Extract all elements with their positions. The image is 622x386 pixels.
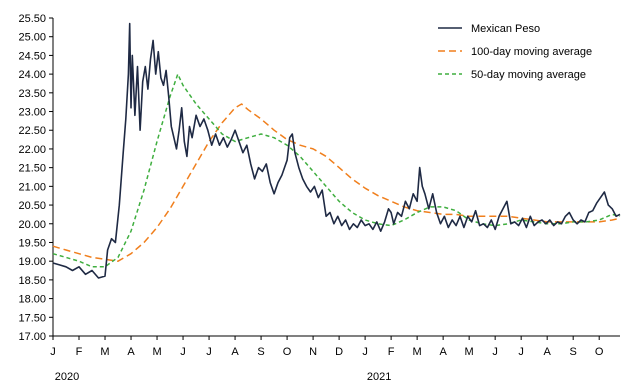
x-tick-label: J <box>50 346 56 358</box>
x-tick-label: J <box>362 346 368 358</box>
x-tick-label: J <box>518 346 524 358</box>
y-tick-label: 18.00 <box>18 294 46 306</box>
x-tick-label: O <box>595 346 604 358</box>
legend: Mexican Peso 100-day moving average 50-day… <box>438 23 592 81</box>
x-tick-label: F <box>76 346 83 358</box>
legend-label: Mexican Peso <box>471 23 540 35</box>
y-tick-label: 21.00 <box>18 181 46 193</box>
y-tick-label: 25.00 <box>18 32 46 44</box>
x-tick-label: J <box>492 346 498 358</box>
mexican-peso-line <box>52 22 621 279</box>
x-tick-label: J <box>206 346 212 358</box>
y-tick-label: 23.00 <box>18 107 46 119</box>
x-tick-label: D <box>335 346 343 358</box>
legend-label: 100-day moving average <box>471 46 592 58</box>
legend-label: 50-day moving average <box>471 69 586 81</box>
x-tick-label: S <box>570 346 577 358</box>
x-tick-label: O <box>283 346 292 358</box>
100-day-moving-average-line <box>52 103 621 262</box>
y-tick-label: 17.50 <box>18 312 46 324</box>
x-tick-label: N <box>309 346 317 358</box>
year-label: 2020 <box>55 371 79 381</box>
y-tick-label: 21.50 <box>18 163 46 175</box>
y-tick-label: 24.00 <box>18 69 46 81</box>
x-tick-label: A <box>544 346 552 358</box>
y-tick-label: 20.50 <box>18 200 46 212</box>
y-tick-label: 22.00 <box>18 144 46 156</box>
x-tick-label: M <box>465 346 474 358</box>
y-tick-label: 19.50 <box>18 237 46 249</box>
x-tick-label: J <box>180 346 186 358</box>
y-tick-label: 18.50 <box>18 275 46 287</box>
x-tick-label: M <box>413 346 422 358</box>
y-tick-label: 17.00 <box>18 331 46 343</box>
x-tick-label: M <box>100 346 109 358</box>
y-tick-label: 19.00 <box>18 256 46 268</box>
x-tick-label: A <box>439 346 447 358</box>
chart-axes: 17.00 17.50 18.00 18.50 19.00 19.50 20.00 20.50… <box>18 13 622 383</box>
x-tick-label: S <box>257 346 264 358</box>
y-tick-label: 20.00 <box>18 219 46 231</box>
y-tick-label: 25.50 <box>18 13 46 25</box>
y-tick-label: 24.50 <box>18 50 46 62</box>
x-tick-label: A <box>127 346 135 358</box>
50-day-moving-average-line <box>52 73 621 268</box>
x-tick-label: M <box>152 346 161 358</box>
series-layer <box>52 22 621 279</box>
y-tick-label: 23.50 <box>18 88 46 100</box>
x-tick-label: F <box>388 346 395 358</box>
y-tick-label: 22.50 <box>18 125 46 137</box>
x-tick-label: A <box>231 346 239 358</box>
year-label: 2021 <box>367 371 391 381</box>
